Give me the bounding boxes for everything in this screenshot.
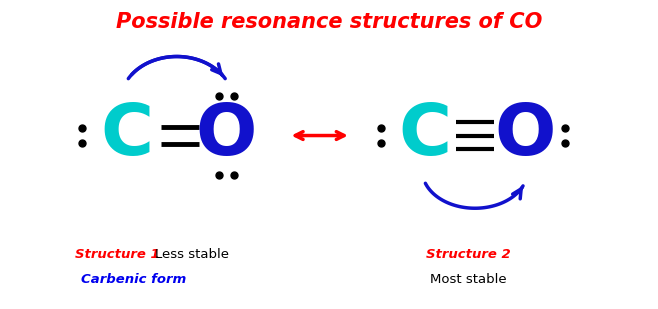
Text: O: O [196, 101, 257, 170]
Text: Most stable: Most stable [430, 273, 507, 286]
Text: C: C [399, 101, 452, 170]
Text: Carbenic form: Carbenic form [81, 273, 186, 286]
Text: Structure 2: Structure 2 [426, 248, 511, 261]
Text: C: C [101, 101, 153, 170]
Text: Structure 1: Structure 1 [76, 248, 160, 261]
Text: O: O [494, 101, 555, 170]
Text: Less stable: Less stable [155, 248, 229, 261]
Text: Possible resonance structures of CO: Possible resonance structures of CO [116, 12, 542, 32]
